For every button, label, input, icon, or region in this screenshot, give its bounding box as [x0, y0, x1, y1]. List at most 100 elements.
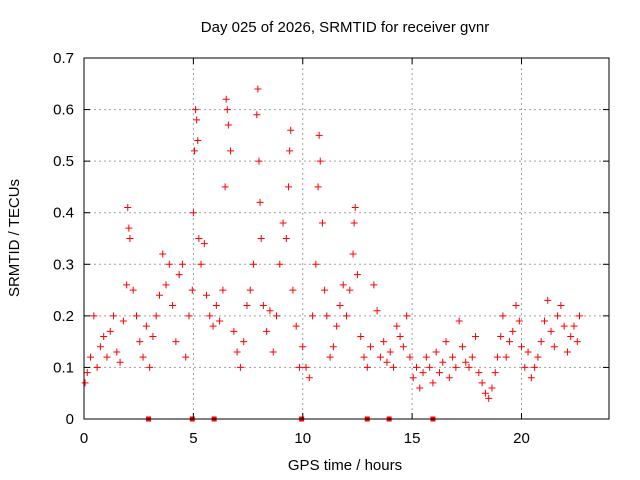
data-point	[182, 353, 190, 361]
data-point	[502, 353, 510, 361]
data-point	[190, 147, 198, 155]
data-point	[286, 147, 294, 155]
data-point	[439, 358, 447, 366]
data-point	[255, 157, 263, 165]
data-point	[488, 384, 496, 392]
data-point	[233, 348, 241, 356]
data-point	[246, 286, 254, 294]
y-axis-ticks: 0 0.1 0.2 0.3 0.4 0.5 0.6 0.7	[53, 50, 609, 428]
data-point	[221, 183, 229, 191]
data-point	[573, 338, 581, 346]
data-point	[219, 286, 227, 294]
data-point	[93, 363, 101, 371]
data-point	[373, 307, 381, 315]
data-point	[279, 219, 287, 227]
data-point	[390, 363, 398, 371]
y-tick-label: 0.2	[53, 308, 74, 325]
chart-title: Day 025 of 2026, SRMTID for receiver gvn…	[201, 19, 489, 36]
data-point	[426, 363, 434, 371]
data-point	[435, 369, 443, 377]
data-points	[81, 85, 583, 402]
data-point	[236, 363, 244, 371]
data-point	[386, 348, 394, 356]
data-point	[243, 302, 251, 310]
data-point	[302, 363, 310, 371]
data-point	[563, 348, 571, 356]
data-point	[165, 260, 173, 268]
data-point	[403, 312, 411, 320]
data-point	[129, 286, 137, 294]
data-point	[491, 369, 499, 377]
y-tick-label: 0.5	[53, 153, 74, 170]
data-point	[472, 332, 480, 340]
data-point	[106, 327, 114, 335]
data-point	[254, 85, 262, 93]
data-point	[370, 281, 378, 289]
data-point	[192, 106, 200, 114]
x-tick-label: 10	[294, 430, 311, 447]
data-point	[175, 271, 183, 279]
data-point	[142, 322, 150, 330]
data-point	[125, 224, 133, 232]
data-point	[316, 157, 324, 165]
data-point	[350, 219, 358, 227]
data-point	[422, 353, 430, 361]
data-point	[416, 384, 424, 392]
y-tick-label: 0	[66, 411, 74, 428]
data-point	[139, 353, 147, 361]
data-point	[96, 343, 104, 351]
y-tick-label: 0.6	[53, 102, 74, 119]
data-point	[321, 286, 329, 294]
data-point	[560, 322, 568, 330]
data-point	[452, 363, 460, 371]
data-point	[455, 317, 463, 325]
data-point	[531, 363, 539, 371]
data-point	[323, 312, 331, 320]
data-point	[124, 204, 132, 212]
data-point	[185, 312, 193, 320]
y-tick-label: 0.1	[53, 359, 74, 376]
data-point	[380, 338, 388, 346]
data-point	[515, 317, 523, 325]
data-point	[393, 322, 401, 330]
data-point	[256, 198, 264, 206]
data-point	[521, 363, 529, 371]
data-point	[396, 332, 404, 340]
data-point	[575, 312, 583, 320]
data-point	[478, 379, 486, 387]
data-point	[133, 312, 140, 320]
data-point	[309, 312, 317, 320]
data-point	[266, 307, 274, 315]
data-point	[206, 312, 214, 320]
data-point	[155, 291, 163, 299]
data-point	[193, 116, 201, 124]
y-axis-label: SRMTID / TECUs	[6, 179, 23, 297]
data-point	[189, 209, 197, 217]
data-point	[465, 363, 473, 371]
data-point	[83, 369, 91, 377]
data-point	[540, 317, 548, 325]
data-point	[524, 348, 532, 356]
data-point	[292, 322, 300, 330]
data-point	[497, 332, 505, 340]
data-point	[567, 332, 575, 340]
data-point	[518, 343, 525, 351]
data-point	[299, 343, 307, 351]
data-point	[259, 302, 267, 310]
data-point	[312, 260, 320, 268]
data-point	[537, 338, 545, 346]
data-point	[90, 312, 98, 320]
data-point	[413, 363, 420, 371]
data-point	[550, 343, 558, 351]
data-point	[314, 183, 322, 191]
plot-frame	[83, 57, 610, 420]
data-point	[462, 358, 470, 366]
x-tick-label: 15	[404, 430, 421, 447]
data-point	[152, 312, 160, 320]
data-point	[250, 260, 258, 268]
data-point	[253, 111, 261, 119]
data-point	[194, 137, 202, 145]
data-point	[230, 327, 238, 335]
data-point	[409, 374, 417, 382]
data-point	[195, 235, 203, 242]
